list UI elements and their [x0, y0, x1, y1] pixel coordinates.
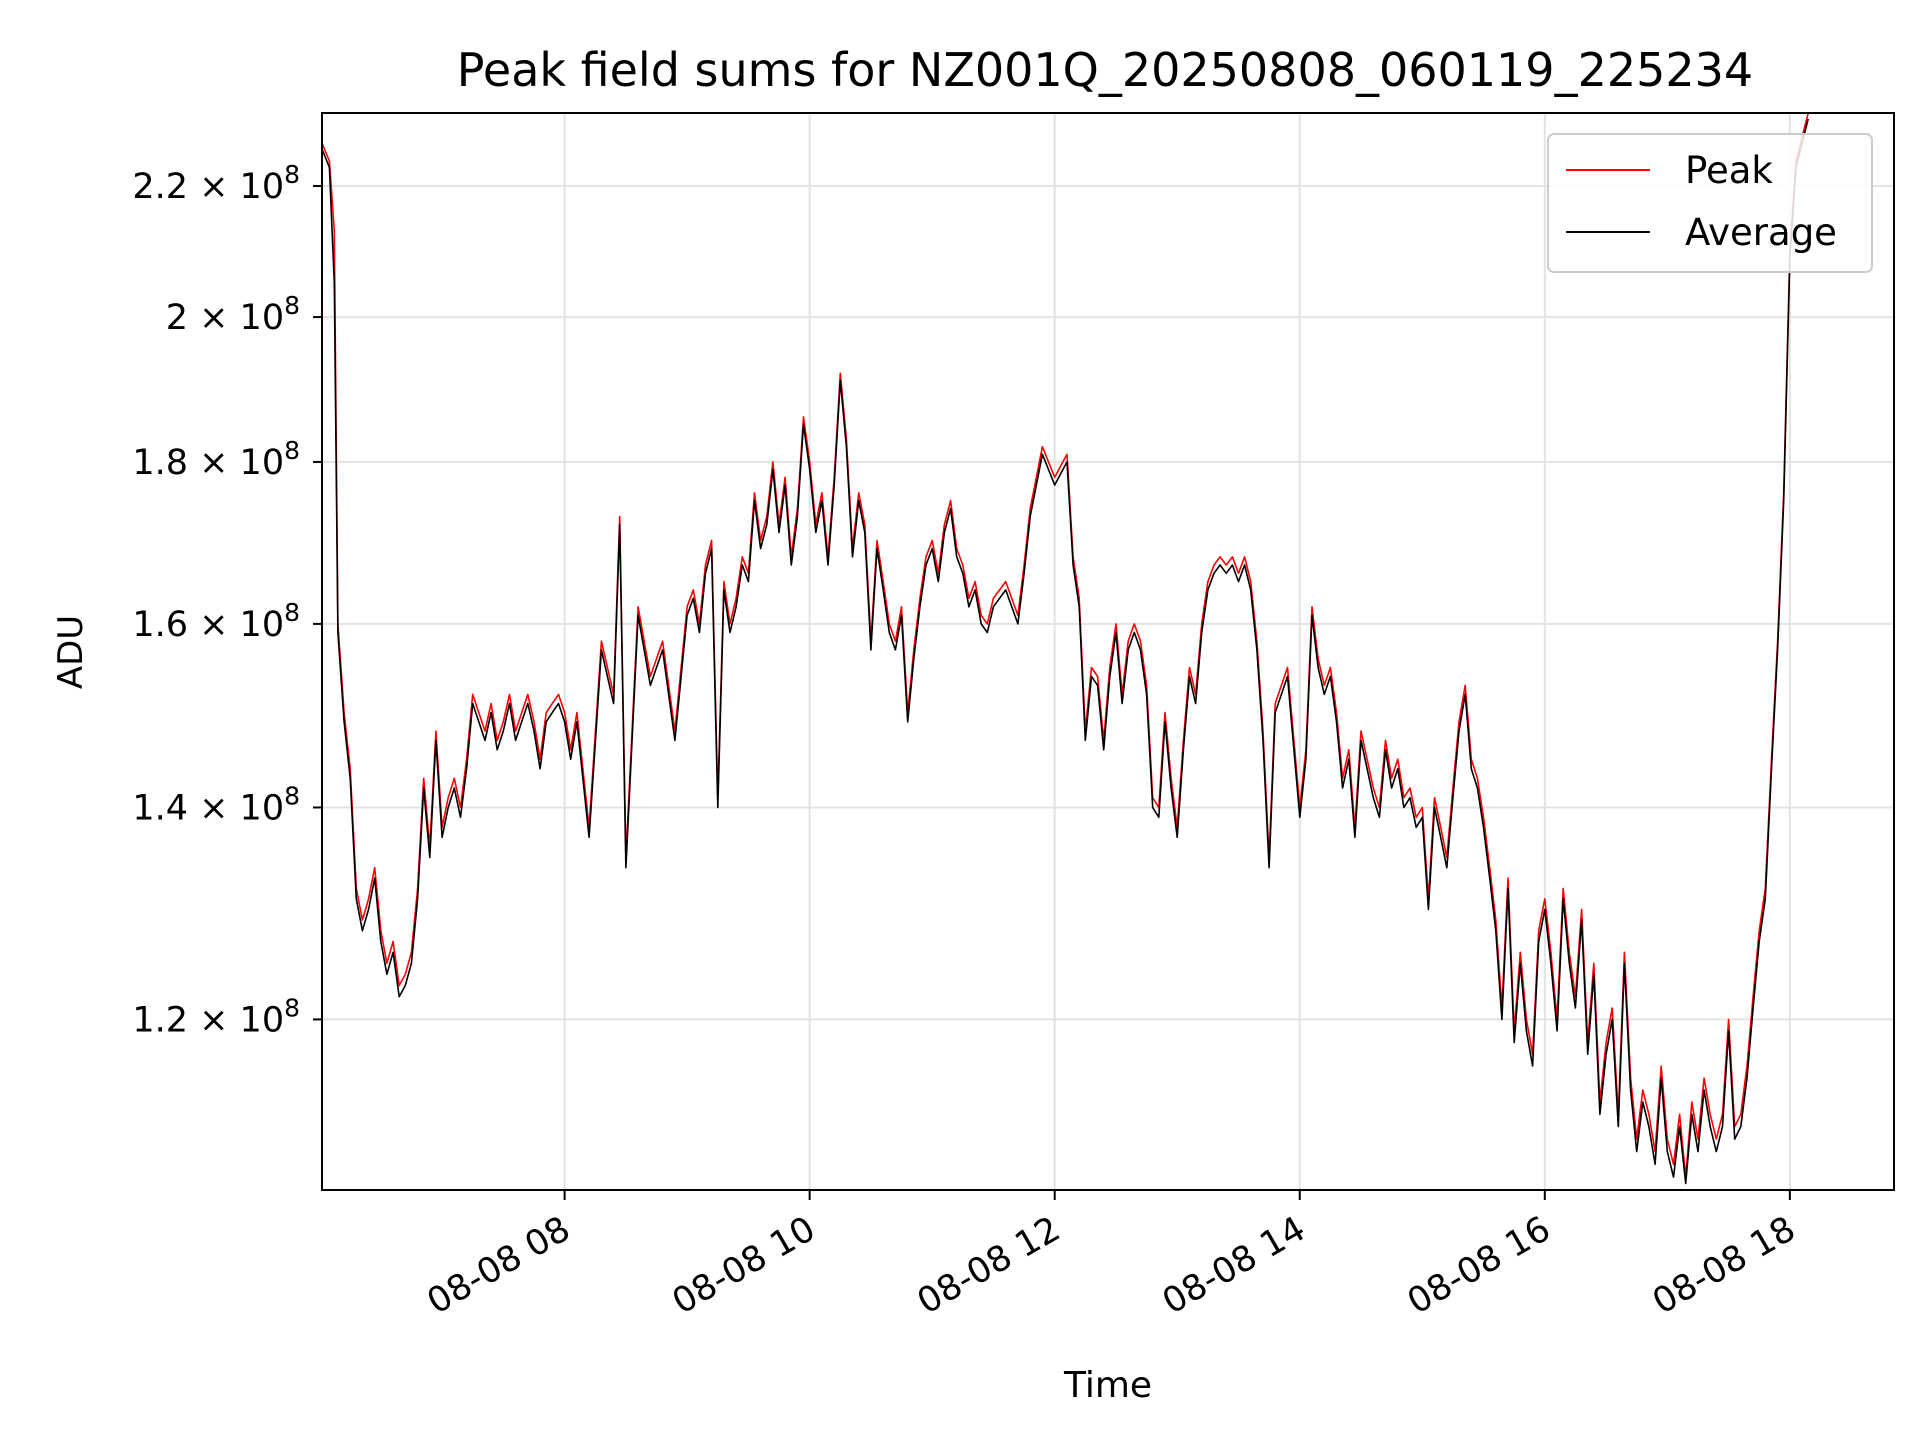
legend: Peak Average [1547, 133, 1873, 273]
series-average-line [321, 118, 1809, 1185]
plot-area [321, 112, 1809, 1185]
grid [322, 113, 1894, 1190]
axes-frame [321, 112, 1895, 1191]
legend-label-average: Average [1685, 211, 1837, 254]
y-tick-label: 2 × 108 [166, 291, 300, 338]
y-axis-label: ADU [51, 615, 91, 689]
y-tick-label: 1.2 × 108 [132, 993, 300, 1040]
x-axis-label: Time [1063, 1365, 1152, 1406]
y-tick-label: 1.4 × 108 [132, 781, 300, 828]
chart-title: Peak field sums for NZ001Q_20250808_0601… [457, 43, 1753, 97]
y-axis: 1.2 × 108 1.4 × 108 1.6 × 108 1.8 × 108 2 × … [132, 160, 322, 1040]
y-tick-label: 1.6 × 108 [132, 598, 300, 645]
y-tick-label: 2.2 × 108 [132, 160, 300, 207]
y-tick-label: 1.8 × 108 [132, 436, 300, 483]
legend-label-peak: Peak [1685, 149, 1773, 192]
legend-box [1547, 133, 1873, 273]
